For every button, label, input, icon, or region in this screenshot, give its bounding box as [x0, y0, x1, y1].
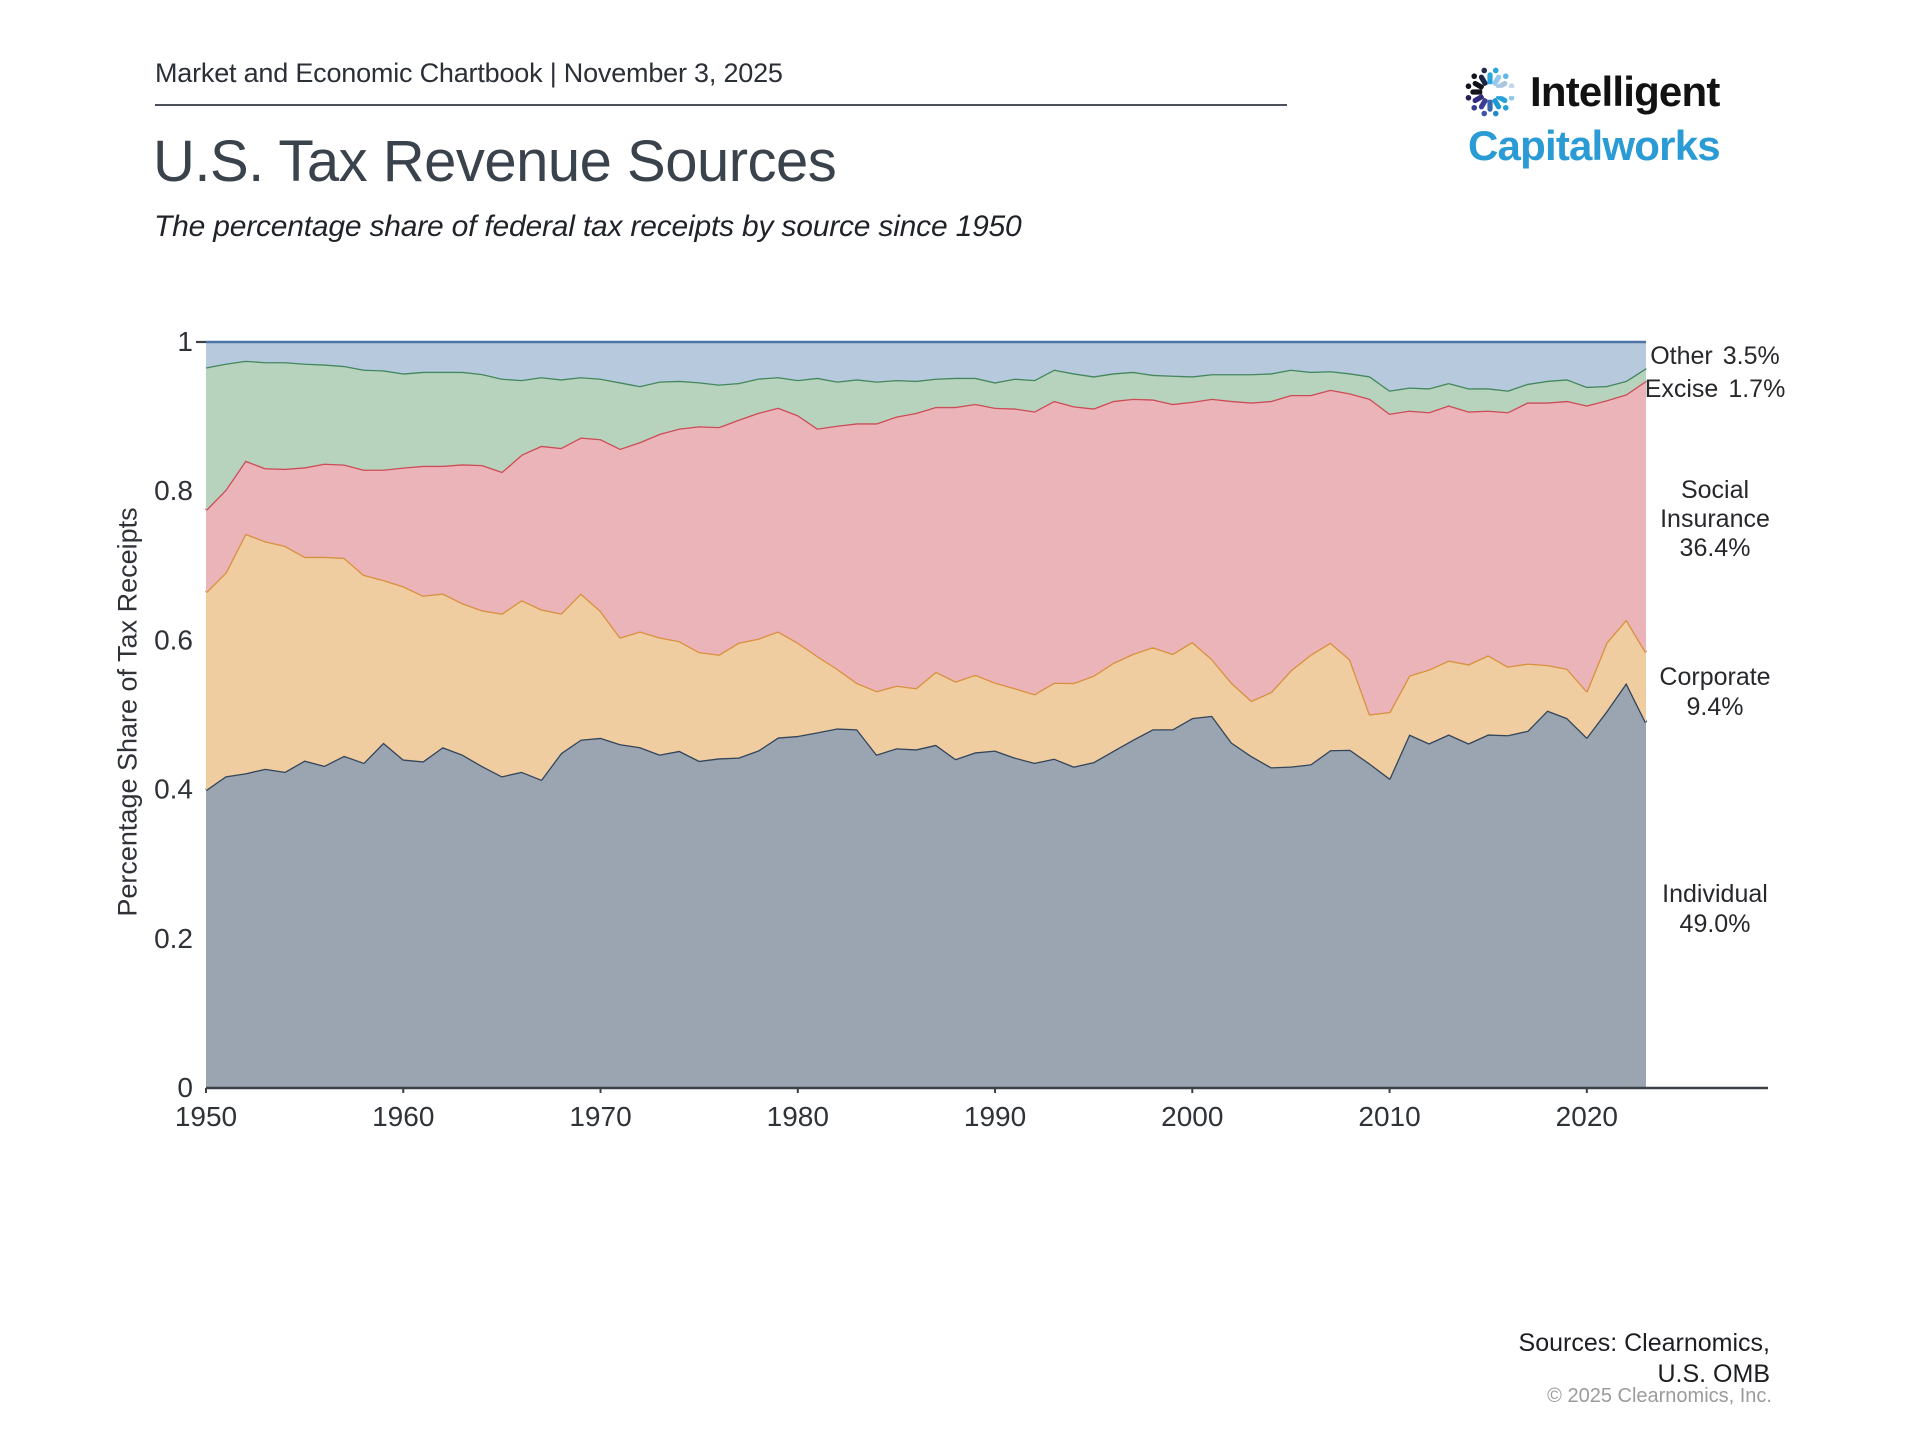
x-tick-label: 1980 [767, 1101, 829, 1132]
sources-note: Sources: Clearnomics, U.S. OMB [1518, 1329, 1770, 1388]
y-tick-label: 0 [177, 1072, 193, 1103]
y-tick-label: 0.2 [154, 923, 193, 954]
y-tick-label: 0.6 [154, 624, 193, 655]
area-corporate [206, 533, 1646, 790]
brand-name-line2: Capitalworks [1468, 122, 1721, 169]
x-tick-label: 2000 [1161, 1101, 1223, 1132]
x-tick-label: 2010 [1358, 1101, 1420, 1132]
brand-logo: Intelligent Capitalworks [1462, 64, 1721, 169]
area-other [206, 342, 1646, 391]
area-social-insurance [206, 380, 1646, 715]
y-tick-label: 0.4 [154, 774, 193, 805]
brand-name-line1: Intelligent [1530, 68, 1720, 115]
x-tick-label: 1960 [372, 1101, 434, 1132]
y-tick-label: 0.8 [154, 475, 193, 506]
stacked-area-chart: 1950 1960 1970 1980 1990 2000 2010 2020 1 0.8 0.6 0… [154, 326, 1768, 1132]
header-divider [155, 104, 1287, 106]
series-label-individual: Individual 49.0% [1662, 880, 1768, 938]
x-tick-label: 1990 [964, 1101, 1026, 1132]
area-excise [206, 360, 1646, 510]
x-tick-label: 1950 [175, 1101, 237, 1132]
series-label-excise: Excise 1.7% [1644, 375, 1786, 403]
series-label-social-insurance: Social Insurance 36.4% [1660, 476, 1770, 562]
copyright-note: © 2025 Clearnomics, Inc. [1547, 1385, 1772, 1407]
capitalworks-burst-icon [1465, 67, 1518, 117]
area-individual [206, 682, 1646, 1088]
report-header: Market and Economic Chartbook | November… [155, 58, 783, 88]
page-subtitle: The percentage share of federal tax rece… [154, 210, 1022, 243]
x-tick-label: 1970 [569, 1101, 631, 1132]
y-tick-label: 1 [177, 326, 193, 357]
y-axis-title: Percentage Share of Tax Receipts [112, 507, 143, 917]
edge-corporate [205, 532, 1648, 716]
page-title: U.S. Tax Revenue Sources [153, 129, 837, 194]
series-label-corporate: Corporate 9.4% [1659, 663, 1771, 721]
x-tick-label: 2020 [1556, 1101, 1618, 1132]
series-label-other: Other 3.5% [1650, 342, 1780, 370]
